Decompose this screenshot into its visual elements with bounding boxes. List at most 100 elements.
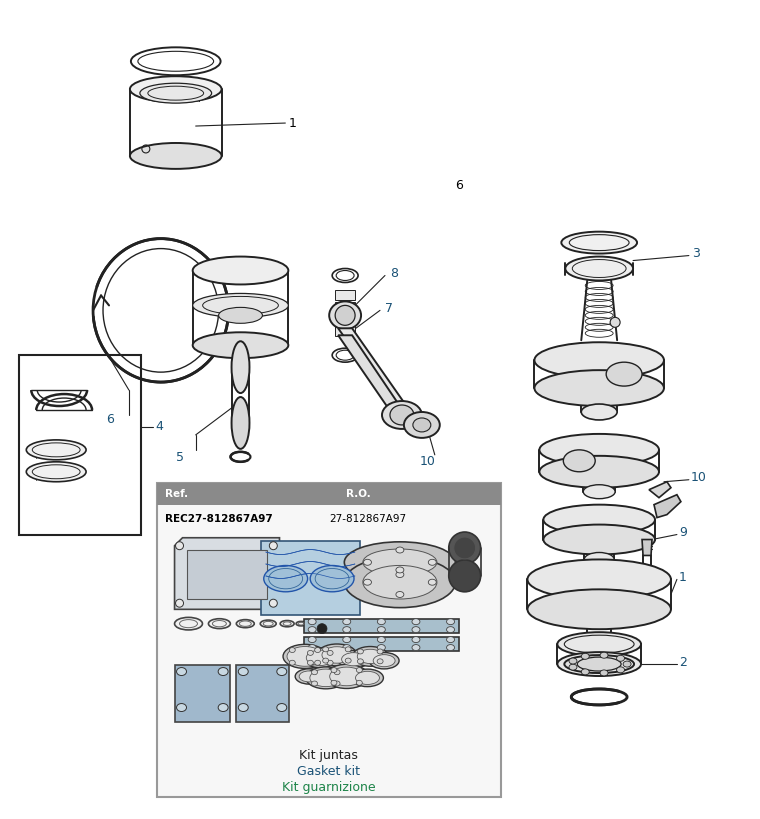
Ellipse shape <box>193 333 288 358</box>
Ellipse shape <box>299 671 319 682</box>
Ellipse shape <box>219 307 262 324</box>
Bar <box>157 483 501 797</box>
Bar <box>335 291 355 301</box>
Ellipse shape <box>345 658 351 663</box>
Ellipse shape <box>308 645 316 650</box>
Polygon shape <box>338 335 408 418</box>
Ellipse shape <box>236 620 255 627</box>
Ellipse shape <box>557 632 641 656</box>
Ellipse shape <box>269 541 277 550</box>
Ellipse shape <box>540 434 659 466</box>
Ellipse shape <box>27 462 86 482</box>
Ellipse shape <box>343 636 351 643</box>
Ellipse shape <box>176 541 183 550</box>
Ellipse shape <box>290 660 296 665</box>
Ellipse shape <box>345 647 351 652</box>
Ellipse shape <box>587 634 611 644</box>
Ellipse shape <box>308 627 316 632</box>
Ellipse shape <box>312 681 318 686</box>
Ellipse shape <box>581 669 589 675</box>
Polygon shape <box>642 540 652 555</box>
Ellipse shape <box>277 667 287 676</box>
Ellipse shape <box>307 650 313 655</box>
Ellipse shape <box>277 704 287 712</box>
Polygon shape <box>654 495 681 518</box>
Ellipse shape <box>27 440 86 459</box>
Ellipse shape <box>606 362 642 386</box>
Bar <box>19 355 141 535</box>
Ellipse shape <box>429 559 436 565</box>
Ellipse shape <box>176 704 186 712</box>
Ellipse shape <box>534 370 664 406</box>
Polygon shape <box>186 550 268 600</box>
Text: 10: 10 <box>420 455 435 468</box>
Ellipse shape <box>363 579 372 586</box>
Ellipse shape <box>315 648 321 653</box>
Ellipse shape <box>429 579 436 586</box>
Polygon shape <box>175 664 230 722</box>
Ellipse shape <box>290 648 296 653</box>
Ellipse shape <box>363 549 437 576</box>
Ellipse shape <box>323 658 328 663</box>
Ellipse shape <box>357 658 363 664</box>
Ellipse shape <box>218 667 228 676</box>
Ellipse shape <box>363 565 437 599</box>
Ellipse shape <box>563 450 595 472</box>
Ellipse shape <box>260 620 276 627</box>
Ellipse shape <box>306 650 334 666</box>
Ellipse shape <box>377 649 383 654</box>
Ellipse shape <box>616 667 625 673</box>
Ellipse shape <box>369 653 399 669</box>
Ellipse shape <box>130 143 222 169</box>
Polygon shape <box>261 541 359 615</box>
Ellipse shape <box>578 657 621 671</box>
Ellipse shape <box>378 636 385 643</box>
Ellipse shape <box>334 681 340 686</box>
Ellipse shape <box>377 658 383 664</box>
Ellipse shape <box>283 645 327 668</box>
Ellipse shape <box>584 553 614 567</box>
Ellipse shape <box>562 232 637 254</box>
Ellipse shape <box>239 667 249 676</box>
Bar <box>157 483 501 505</box>
Bar <box>304 618 458 632</box>
Ellipse shape <box>447 627 454 632</box>
Ellipse shape <box>543 525 655 554</box>
Ellipse shape <box>269 600 277 607</box>
Ellipse shape <box>448 560 480 592</box>
Ellipse shape <box>308 636 316 643</box>
Text: 6: 6 <box>454 179 463 192</box>
Bar <box>304 636 458 650</box>
Ellipse shape <box>447 645 454 650</box>
Ellipse shape <box>581 654 589 659</box>
Ellipse shape <box>193 293 288 317</box>
Ellipse shape <box>337 650 369 668</box>
Ellipse shape <box>312 670 318 675</box>
Ellipse shape <box>356 681 363 686</box>
Ellipse shape <box>175 618 202 630</box>
Text: 2: 2 <box>679 655 687 668</box>
Ellipse shape <box>454 537 476 559</box>
Ellipse shape <box>390 405 414 425</box>
Ellipse shape <box>378 618 385 625</box>
Ellipse shape <box>447 618 454 625</box>
Polygon shape <box>649 482 671 498</box>
Ellipse shape <box>600 670 608 676</box>
Text: 1: 1 <box>679 571 687 584</box>
Ellipse shape <box>363 559 372 565</box>
Ellipse shape <box>353 646 388 666</box>
Ellipse shape <box>331 681 337 686</box>
Ellipse shape <box>343 645 351 650</box>
Ellipse shape <box>356 667 363 672</box>
Ellipse shape <box>335 305 355 325</box>
Ellipse shape <box>583 485 615 499</box>
Ellipse shape <box>527 590 671 629</box>
Ellipse shape <box>357 649 383 663</box>
Text: 10: 10 <box>691 471 707 484</box>
Ellipse shape <box>382 401 422 429</box>
Text: 3: 3 <box>692 247 700 260</box>
Ellipse shape <box>356 672 379 685</box>
Ellipse shape <box>302 648 338 667</box>
Text: 27-812867A97: 27-812867A97 <box>329 514 406 524</box>
Text: 5: 5 <box>176 451 184 464</box>
